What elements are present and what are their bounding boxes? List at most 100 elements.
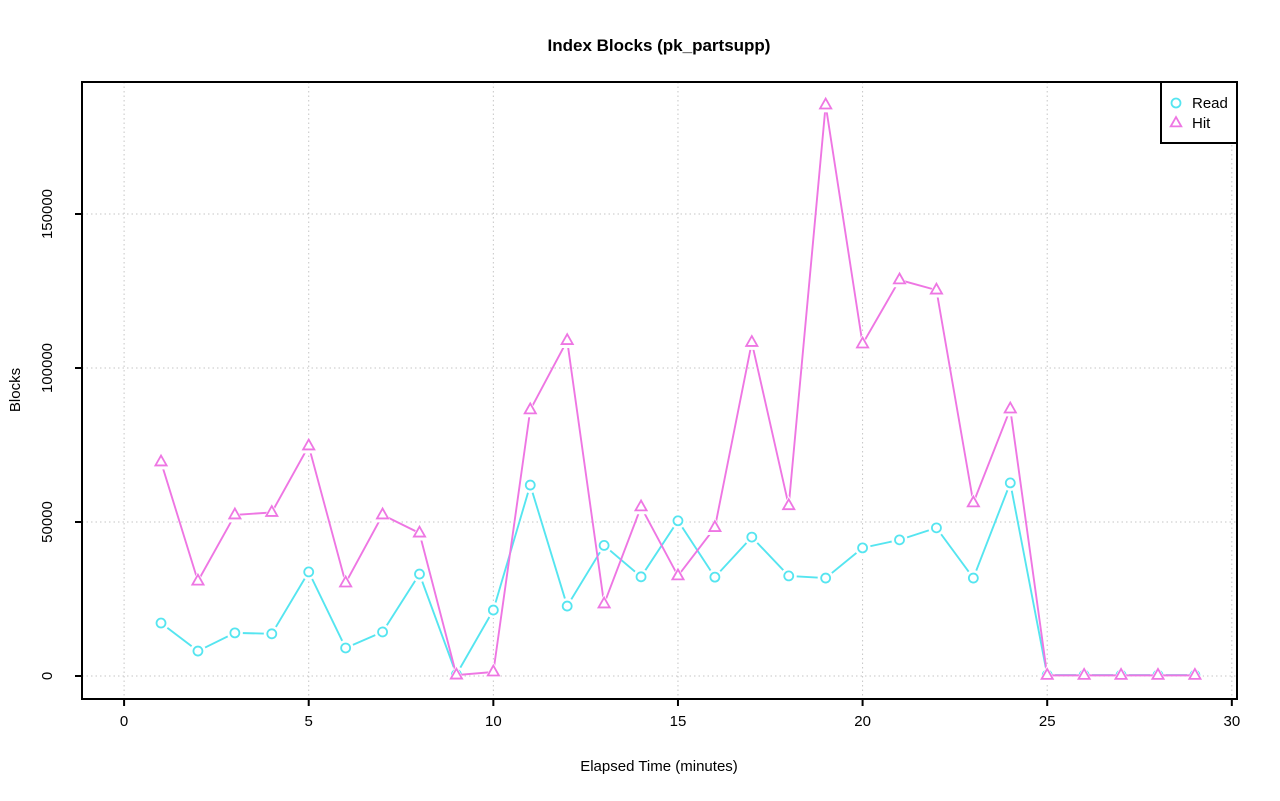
read-marker [561, 600, 573, 612]
read-marker-halo [374, 623, 391, 640]
x-tick-label: 25 [1039, 713, 1056, 730]
read-marker-icon [1170, 97, 1182, 109]
y-tick-label: 100000 [39, 343, 56, 393]
legend-label-hit: Hit [1192, 115, 1211, 132]
legend: Read Hit [1160, 81, 1238, 144]
hit-marker [633, 498, 649, 512]
read-marker-halo [596, 537, 613, 554]
read-marker [303, 566, 315, 578]
read-marker-halo [743, 529, 760, 546]
hit-marker [1003, 400, 1018, 414]
hit-marker [892, 271, 907, 285]
hit-marker [523, 401, 538, 415]
y-tick-label: 150000 [39, 189, 56, 239]
read-marker [894, 534, 905, 546]
hit-marker [301, 437, 316, 451]
x-tick-label: 10 [485, 713, 502, 730]
read-marker-halo [891, 531, 908, 548]
x-tick-label: 0 [120, 713, 128, 730]
read-marker-halo [965, 570, 982, 587]
x-axis-label: Elapsed Time (minutes) [580, 758, 738, 775]
read-marker-halo [337, 639, 354, 656]
hit-marker [855, 335, 870, 349]
hit-marker [560, 332, 575, 345]
hit-marker [744, 334, 759, 347]
read-marker [746, 531, 758, 543]
hit-marker [1040, 667, 1055, 680]
legend-label-read: Read [1192, 95, 1228, 112]
hit-marker [818, 96, 833, 110]
x-tick-label: 15 [670, 713, 687, 730]
read-marker-halo [706, 569, 723, 586]
read-marker [598, 540, 610, 551]
hit-marker [153, 453, 169, 467]
x-tick-label: 5 [305, 713, 313, 730]
read-marker-halo [633, 568, 650, 585]
hit-series [152, 94, 1204, 683]
x-tick-label: 30 [1223, 713, 1240, 730]
read-marker [672, 515, 684, 527]
read-marker [931, 522, 942, 534]
read-marker-halo [928, 519, 945, 536]
read-marker-halo [854, 539, 871, 556]
read-marker-halo [189, 643, 206, 660]
read-marker [266, 628, 278, 640]
hit-marker [227, 506, 243, 520]
hit-marker [486, 663, 501, 677]
read-marker-halo [226, 624, 243, 641]
hit-marker [670, 567, 686, 581]
hit-marker [596, 595, 612, 609]
legend-box [1160, 81, 1238, 144]
hit-marker [412, 524, 427, 538]
hit-marker [338, 574, 353, 588]
read-marker-halo [522, 477, 539, 494]
read-marker [709, 571, 721, 583]
hit-marker [1187, 667, 1203, 680]
tick-layer: 0 5 10 15 20 25 30 0 50000 100000 150000 [39, 189, 1240, 730]
hit-marker [375, 506, 390, 520]
read-marker [377, 626, 388, 638]
read-marker [155, 617, 167, 629]
chart-title: Index Blocks (pk_partsupp) [548, 36, 771, 55]
read-marker [857, 542, 868, 554]
read-marker [524, 479, 536, 491]
read-marker-halo [1002, 474, 1019, 491]
read-marker-halo [669, 512, 686, 529]
read-marker [1004, 477, 1016, 489]
read-marker [340, 642, 352, 654]
hit-marker [264, 504, 279, 517]
read-marker-halo [780, 567, 797, 584]
hit-marker [1150, 667, 1166, 680]
y-axis-label: Blocks [7, 368, 24, 412]
read-marker-halo [300, 563, 317, 580]
read-marker [414, 568, 425, 580]
read-marker-halo [485, 602, 502, 619]
hit-marker [449, 666, 464, 680]
plot-box [81, 81, 1238, 700]
read-marker [783, 570, 795, 582]
read-marker [487, 604, 499, 616]
read-marker [635, 571, 647, 583]
hit-marker [1076, 667, 1092, 680]
hit-marker-icon [1169, 115, 1183, 128]
series-layer [152, 94, 1204, 684]
hit-marker [781, 497, 796, 511]
x-tick-label: 20 [854, 713, 871, 730]
hit-marker [929, 281, 944, 295]
read-marker-halo [153, 615, 170, 632]
read-marker-halo [263, 625, 280, 642]
read-marker-halo [559, 598, 576, 615]
y-tick-label: 50000 [39, 501, 56, 543]
read-marker [192, 645, 204, 657]
hit-marker [707, 519, 723, 532]
read-marker [967, 572, 979, 584]
hit-marker [1113, 667, 1129, 680]
read-marker [229, 627, 241, 639]
read-marker-halo [411, 566, 428, 583]
grid-layer [82, 82, 1237, 699]
read-marker [820, 572, 832, 584]
hit-marker [966, 494, 981, 508]
y-tick-label: 0 [39, 672, 56, 680]
